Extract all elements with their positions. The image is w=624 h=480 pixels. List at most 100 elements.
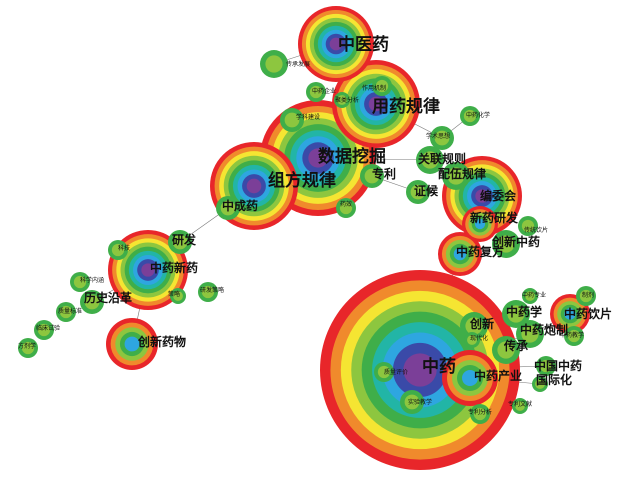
label-zhongguozhongyao[interactable]: 中国中药 — [534, 358, 582, 373]
node-guanlianguize[interactable] — [416, 146, 444, 174]
label-chuantongyinpian[interactable]: 传统饮片 — [524, 226, 548, 234]
node-zuoyongjizhi[interactable] — [372, 76, 392, 96]
node-zhongyaoxue[interactable] — [502, 300, 530, 328]
node-chuangxinzhongyao[interactable] — [492, 230, 520, 258]
label-yongyaoguilv[interactable]: 用药规律 — [372, 96, 440, 117]
node-zhengxing[interactable] — [406, 180, 430, 204]
label-zhongyaoxue[interactable]: 中药学 — [506, 304, 542, 319]
label-shiyanjiaoxue[interactable]: 实验教学 — [408, 398, 432, 406]
label-chuangxinyaowu[interactable]: 创新药物 — [137, 334, 186, 349]
node-chuantongyinpian[interactable] — [518, 216, 538, 236]
label-lishiyange[interactable]: 历史沿革 — [84, 290, 132, 305]
node-zhongyaochanye[interactable] — [442, 350, 498, 406]
label-zhongyaopaozhi[interactable]: 中药炮制 — [520, 322, 568, 337]
node-zhongyiyao[interactable] — [298, 6, 374, 82]
node-xiandaihua[interactable] — [464, 332, 480, 348]
node-chuanchengfazhan[interactable] — [260, 50, 288, 78]
label-zhongyaojiaoxue[interactable]: 中药教学 — [560, 331, 584, 339]
node-ring — [124, 336, 140, 352]
node-yanfacelve[interactable] — [198, 282, 218, 302]
label-yanfa[interactable]: 研发 — [172, 232, 197, 247]
label-yaoxiao[interactable]: 药效 — [340, 200, 352, 208]
node-zhongyao[interactable] — [320, 270, 520, 470]
label-guojihua[interactable]: 国际化 — [536, 372, 572, 387]
label-zhongyao[interactable]: 中药 — [422, 356, 456, 377]
label-fangjishu[interactable]: 方剂学 — [18, 342, 36, 350]
node-ring — [564, 308, 576, 320]
label-zhongyaofufang[interactable]: 中药复方 — [456, 244, 504, 259]
node-yanfa[interactable] — [168, 230, 192, 254]
node-zhuanlifenxi[interactable] — [470, 404, 490, 424]
node-zhuanli[interactable] — [360, 164, 384, 188]
node-zhongyaojiaoxue[interactable] — [564, 326, 584, 346]
label-chuancheng[interactable]: 传承 — [503, 338, 528, 353]
label-zhiji[interactable]: 制剂 — [582, 291, 594, 299]
node-yaoyonggaoliang[interactable] — [34, 320, 54, 340]
node-peiwuguilv[interactable] — [442, 162, 470, 190]
label-guanlianguize[interactable]: 关联规则 — [418, 151, 466, 166]
label-juleifenxi[interactable]: 聚类分析 — [335, 96, 359, 104]
node-lishiyange[interactable] — [80, 290, 104, 314]
label-yanfacelve[interactable]: 研发策略 — [200, 286, 224, 294]
label-zhuanlifenxi[interactable]: 专利分析 — [468, 408, 492, 416]
node-zhiliangbiaozhun[interactable] — [56, 302, 76, 322]
node-chuancheng[interactable] — [492, 336, 520, 364]
node-juleifenxi[interactable] — [334, 92, 350, 108]
node-zhongchengyao[interactable] — [216, 196, 240, 220]
node-celve[interactable] — [170, 288, 186, 304]
node-zhongyaofufang[interactable] — [438, 232, 482, 276]
label-zhongyiyao[interactable]: 中医药 — [338, 34, 389, 55]
label-zhuanliwenxian[interactable]: 专利文献 — [508, 400, 532, 408]
label-zufangguilv[interactable]: 组方规律 — [268, 170, 336, 191]
node-zhiliangpingjia[interactable] — [374, 362, 394, 382]
node-zhongyaoqiye[interactable] — [306, 82, 326, 102]
label-bianweihui[interactable]: 编委会 — [479, 188, 517, 203]
node-zhongyaoxinyao[interactable] — [108, 230, 188, 310]
label-chuangxin[interactable]: 创新 — [469, 316, 494, 331]
label-keji[interactable]: 科技 — [118, 244, 130, 252]
node-shiyanjiaoxue[interactable] — [400, 390, 424, 414]
node-zhongyaopaozhi[interactable] — [516, 320, 544, 348]
label-zhiliangpingjia[interactable]: 质量评价 — [384, 368, 408, 376]
label-yaoyonggaoliang[interactable]: 临床试验 — [36, 324, 60, 332]
label-zhengxing[interactable]: 证候 — [414, 183, 439, 198]
node-guojihua[interactable] — [532, 376, 548, 392]
label-zhongyaohuaxue[interactable]: 中药化学 — [466, 111, 490, 119]
node-zhongyaohuaxue[interactable] — [460, 106, 480, 126]
node-xinyaoyanfa[interactable] — [462, 206, 498, 242]
label-celve[interactable]: 策略 — [168, 290, 180, 298]
node-fangjishu[interactable] — [18, 338, 38, 358]
node-chuangxin[interactable] — [460, 312, 488, 340]
label-chuanchengfazhan[interactable]: 传承发展 — [286, 60, 310, 68]
label-xinyaoyanfa[interactable]: 新药研发 — [470, 210, 519, 225]
node-ring — [329, 37, 343, 51]
label-zhuanli[interactable]: 专利 — [372, 166, 396, 181]
node-ring — [337, 95, 347, 105]
label-zhongyaoqiye[interactable]: 中药企业 — [312, 87, 336, 95]
label-zhongchengyao[interactable]: 中成药 — [222, 198, 258, 213]
node-ring — [201, 285, 215, 299]
label-zhongyaochanye[interactable]: 中药产业 — [474, 368, 522, 383]
node-kexueneihan[interactable] — [70, 272, 90, 292]
label-zhongyaozhuanye[interactable]: 中药专业 — [522, 291, 546, 299]
label-xuekejianshe[interactable]: 学科建设 — [296, 113, 320, 121]
node-keji[interactable] — [108, 240, 128, 260]
node-zhongyaozhuanye[interactable] — [522, 288, 538, 304]
node-xueshusixiang[interactable] — [430, 126, 454, 150]
label-shujuwajue[interactable]: 数据挖掘 — [318, 146, 386, 167]
label-xiandaihua[interactable]: 现代化 — [470, 334, 488, 342]
node-zhongguozhongyao[interactable] — [536, 356, 556, 376]
label-zhongyaoxinyao[interactable]: 中药新药 — [150, 260, 198, 275]
label-zuoyongjizhi[interactable]: 作用机制 — [362, 84, 386, 92]
node-yaoxiao[interactable] — [336, 198, 356, 218]
label-kexueneihan[interactable]: 科学内涵 — [80, 276, 104, 284]
node-zhuanliwenxian[interactable] — [512, 398, 528, 414]
label-zhiliangbiaozhun[interactable]: 质量标准 — [58, 307, 82, 315]
node-chuangxinyaowu[interactable] — [106, 318, 158, 370]
label-zhongyaoyinpian[interactable]: 中药饮片 — [564, 306, 612, 321]
node-zhiji[interactable] — [576, 286, 596, 306]
label-xueshusixiang[interactable]: 学术思想 — [426, 132, 450, 140]
label-peiwuguilv[interactable]: 配伍规律 — [438, 166, 486, 181]
label-chuangxinzhongyao[interactable]: 创新中药 — [491, 234, 540, 249]
node-xuekejianshe[interactable] — [280, 108, 304, 132]
